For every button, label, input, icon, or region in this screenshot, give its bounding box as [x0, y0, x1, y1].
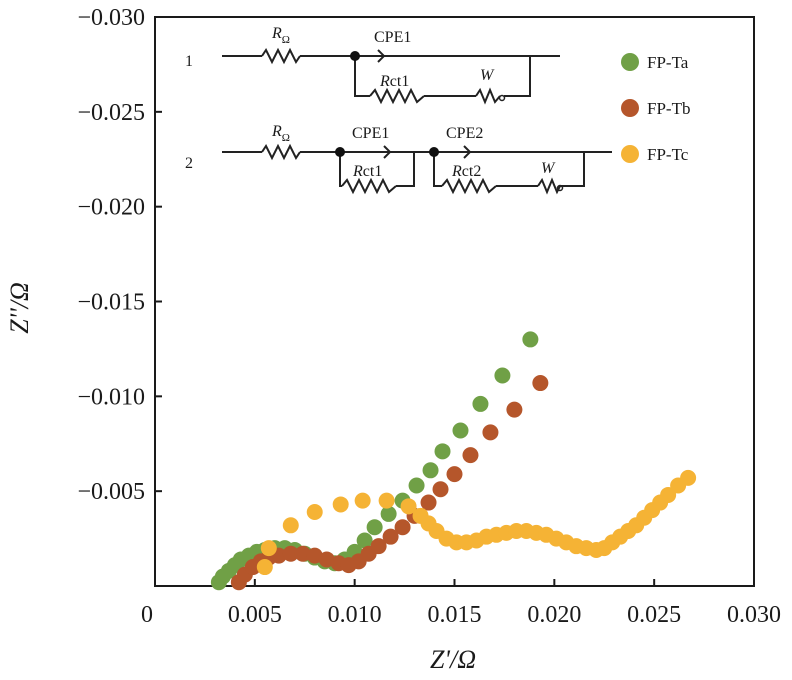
circuit2-wires: [222, 151, 612, 187]
circuit1-w-label: W: [480, 67, 495, 84]
circuit1-rct1-resistor: [369, 87, 425, 105]
x-tick-label: 0.030: [727, 602, 781, 628]
data-point: [506, 401, 523, 418]
circuit2-cpe1-label: CPE1: [352, 125, 389, 142]
circuit-inset: 1 RΩ CPE1 Rct1 W 2 RΩ CPE1 CPE2 Rct1 Rct…: [185, 25, 612, 195]
y-tick-label: −0.020: [77, 195, 145, 221]
circuit2-r-omega-resistor: [261, 143, 301, 161]
y-axis-title: Z''/Ω: [5, 282, 34, 334]
circuit1-cpe1-label: CPE1: [374, 29, 411, 46]
data-point: [260, 540, 277, 557]
legend-marker: [621, 53, 639, 71]
circuit1-warburg-element: [475, 87, 501, 105]
data-point: [282, 517, 299, 534]
circuit-row2-number: 2: [185, 155, 193, 172]
data-point: [370, 538, 387, 555]
data-point: [420, 494, 437, 511]
circuit2-cpe1-element: [383, 145, 392, 159]
circuit2-node-2: [429, 147, 439, 157]
data-point: [522, 331, 539, 348]
y-tick-label: −0.025: [77, 100, 145, 126]
circuit2-rct1-resistor: [341, 177, 397, 195]
data-point: [354, 492, 371, 509]
data-point: [400, 498, 417, 515]
circuit1-wires: [222, 55, 560, 97]
data-point: [432, 481, 449, 498]
legend-label: FP-Tb: [647, 99, 690, 118]
x-tick-label: 0.005: [228, 602, 282, 628]
circuit-row1-number: 1: [185, 53, 193, 70]
legend: FP-Ta FP-Tb FP-Tc: [621, 53, 690, 164]
circuit2-rct1-label: Rct1: [352, 163, 382, 180]
data-point: [452, 422, 469, 439]
circuit2-rct2-label: Rct2: [451, 163, 481, 180]
data-point: [394, 519, 411, 536]
data-point: [434, 443, 451, 460]
x-tick-label: 0: [141, 602, 153, 628]
series-fp-tb: [230, 375, 549, 591]
circuit2-warburg-element: [537, 177, 561, 195]
data-point: [660, 486, 677, 503]
circuit1-node: [350, 51, 360, 61]
data-point: [494, 367, 511, 384]
data-point: [482, 424, 499, 441]
data-point: [422, 462, 439, 479]
circuit2-node-1: [335, 147, 345, 157]
data-point: [332, 496, 349, 513]
y-tick-label: −0.030: [77, 5, 145, 31]
circuit2-r-omega-label: RΩ: [271, 123, 290, 144]
x-tick-label: 0.015: [428, 602, 482, 628]
legend-label: FP-Ta: [647, 53, 689, 72]
legend-marker: [621, 99, 639, 117]
data-point: [356, 532, 373, 549]
y-tick-label: −0.010: [77, 384, 145, 410]
circuit2-cpe2-label: CPE2: [446, 125, 483, 142]
data-point: [294, 545, 311, 562]
circuit1-rct1-label: Rct1: [379, 73, 409, 90]
y-tick-label: −0.015: [77, 290, 145, 316]
data-point: [306, 504, 323, 521]
data-point: [366, 519, 383, 536]
circuit1-r-omega-resistor: [261, 47, 301, 65]
circuit2-warburg-terminal: [556, 184, 564, 192]
legend-label: FP-Tc: [647, 145, 689, 164]
y-axis-ticks: −0.005 −0.010 −0.015 −0.020 −0.025 −0.030: [77, 5, 162, 505]
x-tick-label: 0.010: [328, 602, 382, 628]
circuit2-cpe2-element: [463, 145, 472, 159]
data-point: [382, 528, 399, 545]
data-point: [680, 469, 697, 486]
data-point: [446, 466, 463, 483]
x-axis-ticks: 0 0.005 0.010 0.015 0.020 0.025 0.030: [141, 579, 781, 628]
series-layer: [210, 331, 697, 591]
circuit2-rct2-resistor: [441, 177, 497, 195]
y-tick-label: −0.005: [77, 479, 145, 505]
x-tick-label: 0.025: [627, 602, 681, 628]
data-point: [532, 375, 549, 392]
data-point: [282, 545, 299, 562]
series-fp-tc: [256, 469, 697, 576]
data-point: [378, 492, 395, 509]
data-point: [472, 395, 489, 412]
x-axis-title: Z'/Ω: [430, 645, 476, 674]
data-point: [408, 477, 425, 494]
x-tick-label: 0.020: [527, 602, 581, 628]
circuit1-warburg-terminal: [498, 94, 506, 102]
legend-marker: [621, 145, 639, 163]
data-point: [256, 559, 273, 576]
circuit1-cpe1-element: [377, 49, 386, 63]
data-point: [462, 447, 479, 464]
circuit1-r-omega-label: RΩ: [271, 25, 290, 46]
data-point: [380, 505, 397, 522]
circuit2-w-label: W: [541, 160, 556, 177]
